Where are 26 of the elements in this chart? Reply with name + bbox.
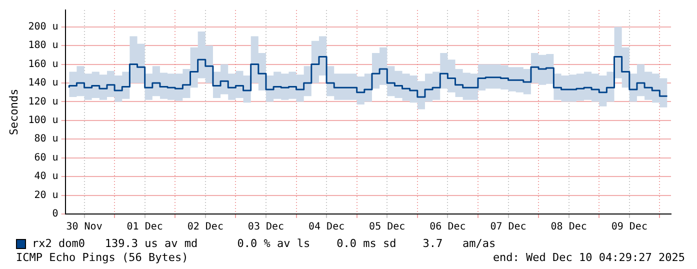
y-tick-label: 160 u	[28, 58, 58, 70]
x-tick-label: 04 Dec	[308, 222, 345, 233]
y-tick-label: 60 u	[34, 152, 58, 164]
x-tick-label: 05 Dec	[369, 222, 406, 233]
y-axis-title: Seconds	[7, 88, 20, 136]
x-tick-label: 03 Dec	[248, 222, 284, 233]
y-tick-label: 180 u	[28, 40, 58, 52]
y-tick-label: 0	[52, 208, 58, 220]
x-tick-label: 09 Dec	[611, 222, 648, 233]
x-tick-label: 01 Dec	[126, 222, 163, 233]
y-tick-label: 120 u	[28, 96, 58, 108]
legend-label: rx2 dom0	[32, 237, 85, 250]
x-tick-label: 08 Dec	[550, 222, 587, 233]
y-tick-label: 200 u	[28, 21, 58, 32]
y-tick-label: 20 u	[34, 190, 58, 201]
y-tick-label: 140 u	[28, 78, 58, 89]
text: 139.3 us av md 0.0 % av ls 0.0 ms sd 3.7 am/as	[104, 237, 496, 250]
x-tick-label: 06 Dec	[430, 222, 466, 233]
y-tick-label: 40 u	[34, 171, 58, 182]
y-tick-label: 100 u	[28, 115, 58, 126]
x-tick-label: 30 Nov	[66, 222, 102, 233]
x-tick-label: 07 Dec	[490, 222, 526, 233]
text: end: Wed Dec 10 04:29:27 2025	[492, 251, 685, 264]
y-tick-label: 80 u	[34, 134, 58, 145]
x-tick-label: 02 Dec	[187, 222, 224, 233]
text: ICMP Echo Pings (56 Bytes)	[16, 251, 188, 264]
